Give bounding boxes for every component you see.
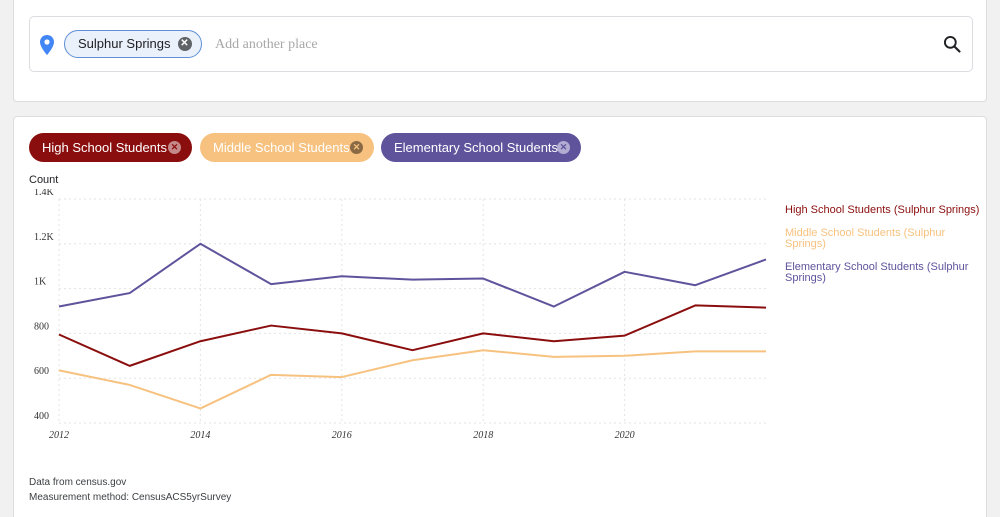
x-tick-label: 2012 [49,430,69,441]
y-tick-label: 1.4K [34,189,55,198]
chart-card: High School Students ✕ Middle School Stu… [13,116,987,517]
chip-label: High School Students [42,140,168,155]
series-line-0 [58,304,767,367]
chip-high-school-students[interactable]: High School Students ✕ [29,133,192,162]
place-search-box[interactable]: Sulphur Springs ✕ [29,16,973,72]
search-card: Sulphur Springs ✕ [13,0,987,102]
y-tick-label: 800 [34,321,49,332]
y-tick-label: 1.2K [34,232,55,243]
remove-chip-icon[interactable]: ✕ [350,141,363,154]
chart-legend: High School Students (Sulphur Springs) Mi… [785,205,985,296]
place-chip[interactable]: Sulphur Springs ✕ [64,30,202,58]
line-chart: 400 600 800 1K 1.2K 1.4K 2012 2014 2016 2018 2020 [34,189,767,441]
chip-middle-school-students[interactable]: Middle School Students ✕ [200,133,374,162]
chip-label: Elementary School Students [394,140,559,155]
add-place-input[interactable] [215,35,815,55]
remove-place-icon[interactable]: ✕ [177,37,192,51]
legend-item: Middle School Students (Sulphur Springs) [785,227,946,250]
remove-chip-icon[interactable]: ✕ [557,141,570,154]
y-tick-label: 400 [34,411,49,422]
x-tick-label: 2020 [615,430,635,441]
y-tick-label: 1K [34,277,47,288]
series-line-2 [58,242,767,308]
place-chip-label: Sulphur Springs [78,36,171,51]
x-tick-label: 2014 [190,430,210,441]
series-line-1 [58,349,766,410]
chart-footer: Data from census.gov Measurement method:… [29,475,231,505]
search-icon[interactable] [942,34,962,54]
chip-elementary-school-students[interactable]: Elementary School Students ✕ [381,133,581,162]
measurement-method: Measurement method: CensusACS5yrSurvey [29,492,232,503]
y-tick-label: 600 [34,366,49,377]
y-axis-label: Count [29,174,59,186]
location-pin-icon [40,35,54,55]
legend-item: Elementary School Students (Sulphur Spri… [785,261,969,284]
x-tick-label: 2016 [332,430,352,441]
remove-chip-icon[interactable]: ✕ [168,141,181,154]
legend-item: High School Students (Sulphur Springs) [785,204,980,216]
chip-label: Middle School Students [213,140,350,155]
data-source: Data from census.gov [29,477,127,488]
x-tick-label: 2018 [473,430,493,441]
